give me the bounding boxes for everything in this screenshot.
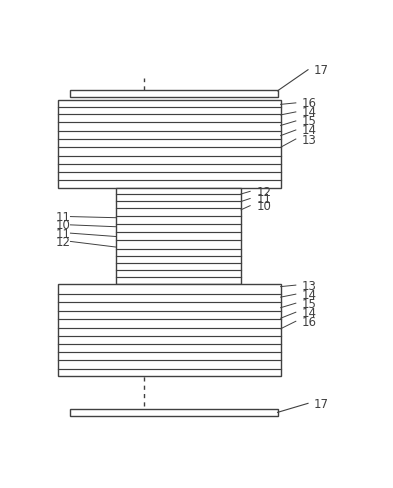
Text: 13: 13	[302, 133, 317, 146]
Text: 11: 11	[55, 211, 70, 224]
Text: 17: 17	[314, 397, 329, 410]
Text: 14: 14	[302, 124, 317, 137]
Text: 10: 10	[256, 200, 271, 213]
Text: 17: 17	[314, 64, 329, 77]
Text: 16: 16	[302, 315, 317, 328]
Text: 14: 14	[302, 306, 317, 319]
Text: 11: 11	[55, 227, 70, 240]
Text: 13: 13	[302, 279, 317, 292]
Text: 15: 15	[302, 297, 317, 310]
Bar	[58, 284, 281, 376]
Text: 16: 16	[302, 97, 317, 110]
Bar	[70, 90, 277, 98]
Text: 12: 12	[55, 235, 70, 248]
Bar	[58, 101, 281, 188]
Text: 14: 14	[302, 106, 317, 119]
Bar	[116, 188, 241, 284]
Text: 12: 12	[256, 185, 271, 199]
Bar	[70, 409, 277, 416]
Text: 14: 14	[302, 288, 317, 301]
Text: 10: 10	[55, 219, 70, 232]
Text: 11: 11	[256, 193, 271, 205]
Text: 15: 15	[302, 115, 317, 128]
